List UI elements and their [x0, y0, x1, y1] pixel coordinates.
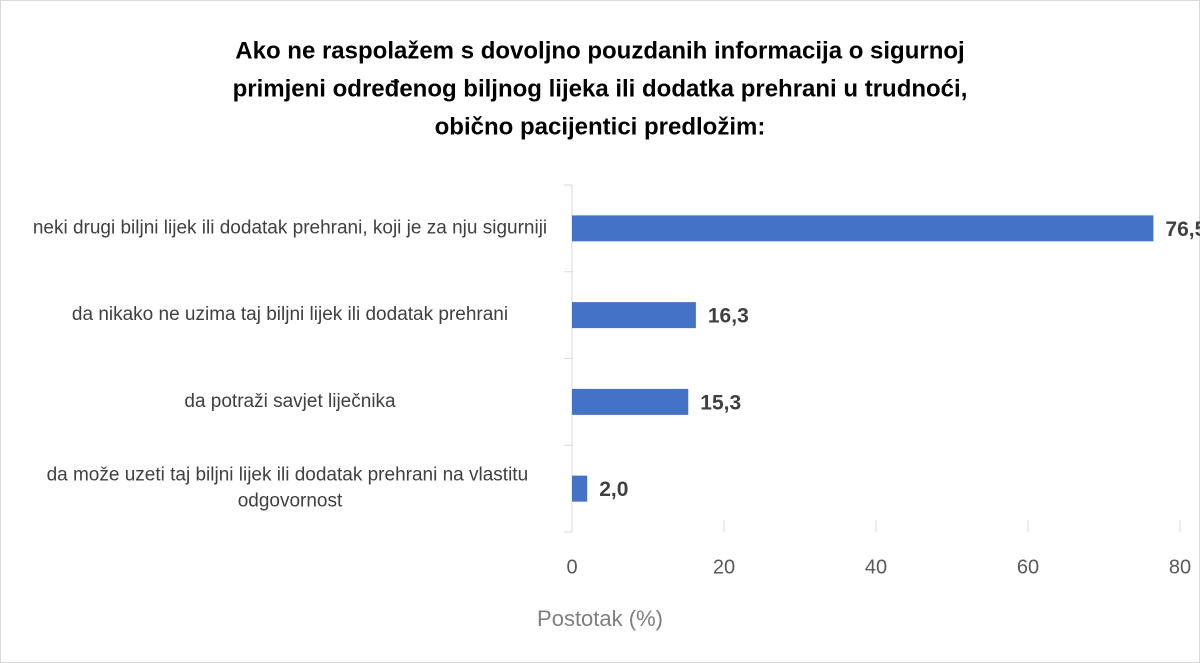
bar: [572, 302, 696, 329]
chart-title: Ako ne raspolažem s dovoljno pouzdanih i…: [235, 37, 964, 64]
x-tick-label: 80: [1169, 556, 1191, 578]
data-label: 16,3: [708, 305, 749, 328]
x-tick-label: 60: [1017, 556, 1039, 578]
y-tick-label: da nikako ne uzima taj biljni lijek ili …: [72, 304, 508, 325]
x-tick-label: 20: [713, 556, 735, 578]
chart-title: obično pacijentici predložim:: [435, 113, 766, 140]
y-tick-label: da potraži savjet liječnika: [184, 391, 396, 412]
x-axis-label: Postotak (%): [537, 606, 663, 631]
data-label: 76,5: [1165, 218, 1200, 241]
data-label: 15,3: [700, 391, 741, 414]
data-label: 2,0: [599, 478, 628, 501]
bar: [572, 215, 1154, 242]
x-tick-label: 0: [566, 556, 577, 578]
chart-title: primjeni određenog biljnog lijeka ili do…: [233, 75, 968, 102]
y-tick-label: da može uzeti taj biljni lijek ili dodat…: [47, 465, 534, 512]
y-tick-label: neki drugi biljni lijek ili dodatak preh…: [33, 217, 547, 238]
x-tick-label: 40: [865, 556, 887, 578]
bar: [572, 388, 689, 415]
bar: [572, 475, 588, 502]
